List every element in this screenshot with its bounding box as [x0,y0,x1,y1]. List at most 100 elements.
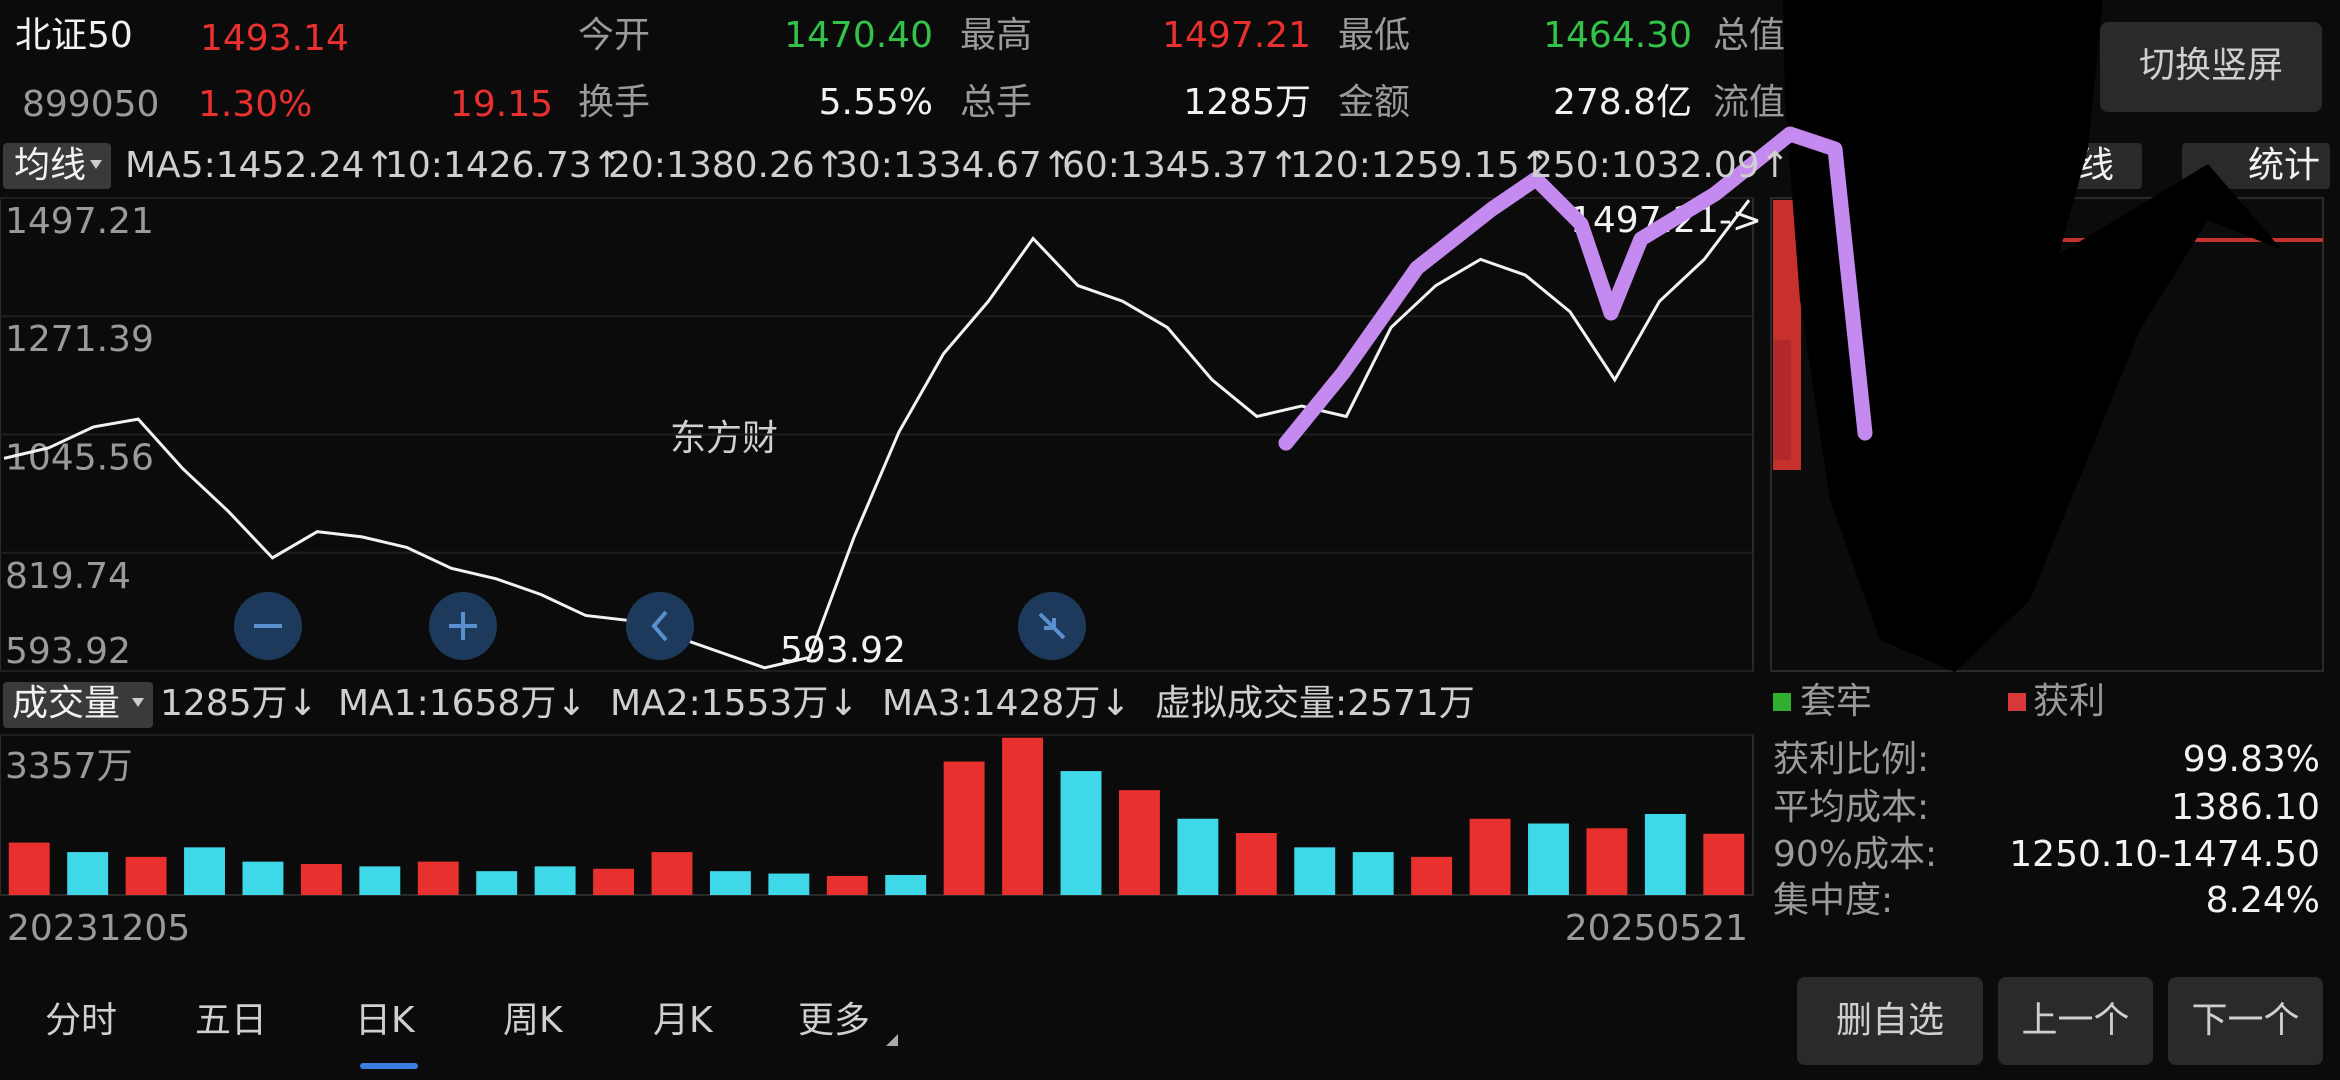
period-tab[interactable]: 周K [503,1000,564,1041]
volume-bar [476,871,518,895]
y-tick-label: 1271.39 [5,319,154,360]
volume-bar [1469,818,1511,895]
stat-value: 1470.40 [784,15,933,56]
zoom-icon [254,610,1066,642]
stat-label: 最低 [1338,15,1410,56]
volume-bar [1352,852,1394,895]
stat-label: 总手 [960,82,1032,123]
volume-selector-label[interactable]: 成交量 [12,683,120,724]
legend-label: 套牢 [1800,681,1872,722]
action-button[interactable] [2168,977,2323,1065]
chip-stat-label: 90%成本: [1773,834,1937,875]
chip-stat-value: 1250.10-1474.50 [2009,834,2320,875]
chip-stat-label: 获利比例: [1773,739,1929,780]
period-tab[interactable]: 五日 [195,1000,267,1041]
chip-bars [1773,340,1791,460]
ma-value: 30:1334.67↑ [835,145,1072,186]
stat-label: 金额 [1338,82,1410,123]
action-button-label[interactable]: 删自选 [1836,1000,1944,1041]
ma-selector[interactable] [3,143,111,189]
watermark: 东方财 [670,418,778,459]
orientation-button[interactable] [2100,22,2322,112]
volume-bar [1118,790,1160,895]
volume-bar [1644,813,1686,895]
volume-bar [709,871,751,895]
action-button-label[interactable]: 下一个 [2191,1000,2299,1041]
y-tick-label: 593.92 [5,631,131,672]
stat-label: 总值 [1713,15,1785,56]
volume-selector[interactable] [3,682,153,728]
stat-value: 1464.30 [1543,15,1692,56]
stat-label: 最高 [960,15,1032,56]
volume-bar [1586,828,1628,895]
volume-bar [534,866,576,895]
right-tab-label[interactable]: 统计 [2248,145,2320,186]
change: 19.15 [450,84,553,125]
stat-value: 278.8亿 [1553,82,1692,123]
volume-bar [300,864,342,895]
low-annotation: 593.92 [780,630,906,671]
legend-label: 获利 [2033,681,2105,722]
code: 899050 [22,84,159,125]
volume-value: 1285万↓ [160,683,318,724]
action-button[interactable] [1998,977,2153,1065]
legend-swatch [2008,693,2026,711]
ma-value: MA5:1452.24↑ [125,145,395,186]
end-date: 20250521 [1565,908,1748,949]
volume-bar [768,873,810,895]
index-name: 北证50 [15,15,133,56]
volume-value: MA3:1428万↓ [882,683,1131,724]
chip-stat-value: 1386.10 [2171,787,2320,828]
stat-value: 5.55% [819,82,933,123]
price: 1493.14 [200,18,349,59]
volume-bar [1703,833,1745,895]
volume-bar [826,875,868,895]
legend-swatch [1773,693,1791,711]
action-button-label[interactable]: 上一个 [2021,1000,2129,1041]
orientation-button-label[interactable]: 切换竖屏 [2139,45,2283,86]
volume-bar [359,866,401,895]
period-tab[interactable]: 分时 [45,1000,117,1041]
scroll-left[interactable] [626,592,694,660]
stat-label: 换手 [578,82,650,123]
stat-value: 1497.21 [1162,15,1311,56]
volume-bar [1294,847,1336,895]
volume-bar [1002,737,1044,895]
ma-value: 20:1380.26↑ [608,145,845,186]
ma-value: 120:1259.15↑ [1290,145,1550,186]
volume-bar [593,868,635,895]
dropdown-icon [132,698,144,707]
ma-selector-label[interactable]: 均线 [14,145,86,186]
period-tab[interactable]: 更多 [798,1000,870,1041]
ma-value: 10:1426.73↑ [385,145,622,186]
stat-value: 1285万 [1183,82,1311,123]
chip-stat-value: 8.24% [2206,880,2320,921]
scribble [1278,126,1873,451]
action-button[interactable] [1797,977,1983,1065]
volume-bar [1411,856,1453,895]
volume-bar [1528,823,1569,895]
volume-bar [1177,818,1219,895]
more-icon [886,1034,898,1046]
volume-bar [1060,771,1102,895]
chip-stat-value: 99.83% [2183,739,2320,780]
change-pct: 1.30% [198,84,312,125]
volume-bar [651,852,693,895]
stat-label: 流值 [1713,82,1785,123]
stat-label: 今开 [578,15,650,56]
zoom-icons [254,610,1066,642]
y-tick-label: 1045.56 [5,438,154,479]
volume-value: MA1:1658万↓ [338,683,587,724]
dropdown-icon [90,160,102,169]
ma-value: 60:1345.37↑ [1062,145,1299,186]
price-line [3,199,1751,670]
zoom-controls[interactable] [234,592,1086,660]
y-tick-label: 819.74 [5,556,131,597]
chip-stat-label: 集中度: [1773,880,1893,921]
period-tab[interactable]: 日K [355,1000,416,1041]
volume-bar [943,761,985,895]
chip-stat-label: 平均成本: [1773,787,1929,828]
period-tab[interactable]: 月K [653,1000,714,1041]
